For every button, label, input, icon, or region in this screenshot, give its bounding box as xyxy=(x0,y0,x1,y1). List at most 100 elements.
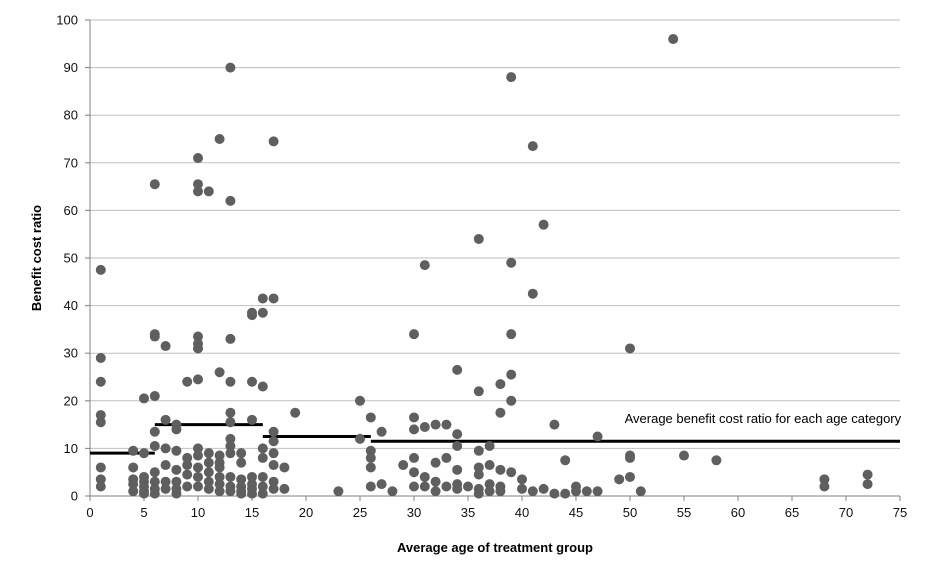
data-point xyxy=(376,426,387,437)
data-point xyxy=(214,450,225,461)
y-tick-label: 100 xyxy=(56,13,78,28)
data-point xyxy=(376,479,387,490)
data-point xyxy=(506,467,517,478)
data-point xyxy=(506,369,517,380)
data-point xyxy=(171,424,182,435)
data-point xyxy=(430,476,441,487)
data-point xyxy=(473,445,484,456)
data-point xyxy=(409,481,419,492)
data-point xyxy=(452,429,463,440)
data-point xyxy=(387,486,398,497)
data-point xyxy=(355,433,365,444)
y-tick-label: 90 xyxy=(64,60,78,75)
data-point xyxy=(193,179,203,190)
data-point xyxy=(419,471,430,482)
data-point xyxy=(225,471,236,482)
data-point xyxy=(419,421,430,432)
data-point xyxy=(819,474,830,485)
data-point xyxy=(214,479,225,490)
data-point xyxy=(473,233,484,244)
data-point xyxy=(365,462,376,473)
y-tick-label: 10 xyxy=(64,441,78,456)
data-point xyxy=(268,483,279,494)
data-point xyxy=(571,486,581,497)
data-point xyxy=(203,467,214,478)
data-point xyxy=(862,469,873,480)
data-point xyxy=(268,136,279,147)
data-point xyxy=(268,448,279,459)
data-point xyxy=(452,441,463,452)
data-point xyxy=(182,452,193,463)
data-point xyxy=(193,153,203,164)
data-point xyxy=(430,457,441,468)
data-point xyxy=(473,386,484,397)
x-tick-label: 70 xyxy=(839,505,853,520)
data-point xyxy=(193,343,203,354)
data-point xyxy=(182,481,193,492)
data-point xyxy=(160,483,171,494)
data-point xyxy=(614,474,625,485)
data-point xyxy=(149,179,160,190)
data-point xyxy=(862,479,873,490)
data-point xyxy=(236,474,247,485)
x-tick-label: 30 xyxy=(407,505,421,520)
data-point xyxy=(441,481,452,492)
data-point xyxy=(225,448,236,459)
y-tick-label: 0 xyxy=(71,489,78,504)
data-point xyxy=(430,486,441,497)
data-point xyxy=(549,419,560,430)
data-point xyxy=(225,433,236,444)
data-point xyxy=(225,62,236,73)
data-point xyxy=(365,452,376,463)
data-point xyxy=(214,367,225,378)
data-point xyxy=(473,488,484,499)
data-point xyxy=(441,419,452,430)
data-point xyxy=(441,452,452,463)
data-point xyxy=(409,329,419,340)
tick-labels: 0 10 20 30 40 50 60 70 80 90 100 0 5 10 15 20 25 30 35 40 45… xyxy=(56,13,907,521)
data-point xyxy=(495,407,506,418)
data-point xyxy=(592,431,603,442)
data-point xyxy=(225,417,236,428)
data-point xyxy=(409,452,419,463)
y-axis-title: Benefit cost ratio xyxy=(29,205,44,311)
data-point xyxy=(365,481,376,492)
data-point xyxy=(473,462,484,473)
data-point xyxy=(95,481,106,492)
data-point xyxy=(193,443,203,454)
data-point xyxy=(236,448,247,459)
data-point xyxy=(95,462,106,473)
data-point xyxy=(160,443,171,454)
data-point xyxy=(257,307,268,318)
data-point xyxy=(419,260,430,271)
data-point xyxy=(484,479,495,490)
data-point xyxy=(257,452,268,463)
data-point xyxy=(355,395,365,406)
data-point xyxy=(419,481,430,492)
data-point xyxy=(247,471,257,482)
data-point xyxy=(214,462,225,473)
data-point xyxy=(506,329,517,340)
data-point xyxy=(182,469,193,480)
data-point xyxy=(279,462,290,473)
data-point xyxy=(193,331,203,342)
data-point xyxy=(409,424,419,435)
data-point xyxy=(95,376,106,387)
data-point xyxy=(527,288,538,299)
data-point xyxy=(149,476,160,487)
data-point xyxy=(149,331,160,342)
data-point xyxy=(139,448,149,459)
data-point xyxy=(160,476,171,487)
data-point xyxy=(257,481,268,492)
data-point xyxy=(236,457,247,468)
data-point xyxy=(193,374,203,385)
data-point xyxy=(149,441,160,452)
data-point xyxy=(365,445,376,456)
data-point xyxy=(247,488,257,499)
data-point xyxy=(171,476,182,487)
data-point xyxy=(527,141,538,152)
data-point xyxy=(95,264,106,275)
x-tick-label: 50 xyxy=(623,505,637,520)
data-point xyxy=(484,460,495,471)
data-point xyxy=(149,426,160,437)
